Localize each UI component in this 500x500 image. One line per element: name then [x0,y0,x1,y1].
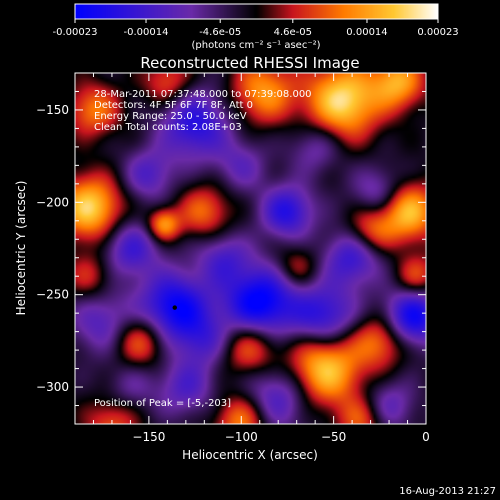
info-line: Clean Total counts: 2.08E+03 [94,122,242,133]
x-tick-label: −50 [321,430,346,444]
x-tick-label: −150 [132,430,165,444]
info-block: 28-Mar-2011 07:37:48.000 to 07:39:08.000… [94,89,312,133]
colorbar-tick-label: -4.6e-05 [199,27,241,38]
colorbar-tick-label: -0.00014 [124,27,169,38]
peak-position-label: Position of Peak = [-5,-203] [94,398,231,409]
y-axis-label: Heliocentric Y (arcsec) [14,181,28,316]
heatmap-image [75,73,426,424]
axis-ticks: −150 −100 −50 0 −150 −200 −250 −300 [36,72,430,444]
x-tick-label: 0 [422,430,430,444]
info-line: Detectors: 4F 5F 6F 7F 8F, Att 0 [94,100,253,111]
y-tick-label: −150 [36,103,69,117]
colorbar: -0.00023 -0.00014 -4.6e-05 4.6e-05 0.00014 0.… [53,3,459,51]
colorbar-units: (photons cm⁻² s⁻¹ asec⁻²) [191,40,320,51]
colorbar-tick-label: -0.00023 [53,27,98,38]
chart-title: Reconstructed RHESSI Image [140,54,359,72]
colorbar-gradient [75,4,438,19]
peak-marker [172,305,177,310]
plot-frame [74,72,427,425]
y-tick-label: −300 [36,380,69,394]
x-tick-label: −100 [225,430,258,444]
colorbar-frame [74,3,439,20]
colorbar-tick-label: 0.00023 [417,27,458,38]
colorbar-tick-label: 4.6e-05 [274,27,312,38]
info-line: Energy Range: 25.0 - 50.0 keV [94,111,247,122]
colorbar-tick-label: 0.00014 [346,27,387,38]
plot-area: 28-Mar-2011 07:37:48.000 to 07:39:08.000… [36,72,430,444]
y-tick-label: −250 [36,288,69,302]
timestamp: 16-Aug-2013 21:27 [399,486,496,497]
x-axis-label: Heliocentric X (arcsec) [182,448,318,462]
colorbar-ticks: -0.00023 -0.00014 -4.6e-05 4.6e-05 0.00014 0.… [53,19,459,38]
y-tick-label: −200 [36,195,69,209]
info-line: 28-Mar-2011 07:37:48.000 to 07:39:08.000 [94,89,312,100]
